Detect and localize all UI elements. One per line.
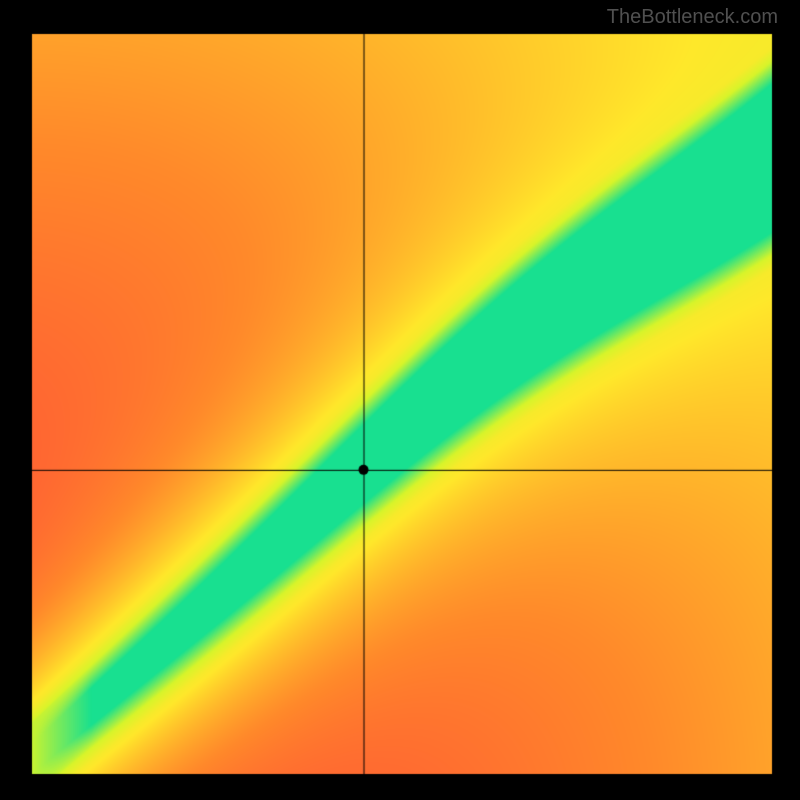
watermark-text: TheBottleneck.com bbox=[607, 6, 778, 29]
chart-container: TheBottleneck.com bbox=[0, 0, 800, 800]
bottleneck-heatmap bbox=[0, 0, 800, 800]
